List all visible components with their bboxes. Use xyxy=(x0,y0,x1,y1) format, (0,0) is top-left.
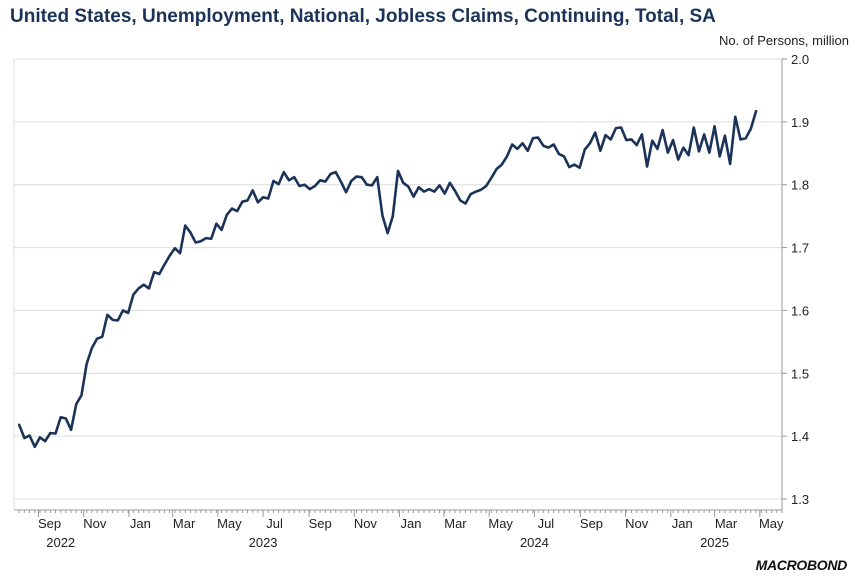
x-tick-label: Nov xyxy=(354,516,378,531)
x-year-label: 2022 xyxy=(46,535,75,550)
x-year-label: 2023 xyxy=(249,535,278,550)
x-tick-label: Sep xyxy=(309,516,332,531)
x-tick-label: Jan xyxy=(672,516,693,531)
x-year-label: 2025 xyxy=(700,535,729,550)
y-tick-label: 1.6 xyxy=(791,303,809,318)
y-axis: 1.3 1.4 1.5 1.6 1.7 1.8 1.9 2.0 xyxy=(781,52,809,510)
x-tick-label: May xyxy=(759,516,784,531)
x-tick-label: Sep xyxy=(38,516,61,531)
x-tick-label: Jan xyxy=(400,516,421,531)
x-tick-label: Mar xyxy=(444,516,467,531)
x-tick-label: Mar xyxy=(715,516,738,531)
x-tick-label: Sep xyxy=(580,516,603,531)
macrobond-logo: MACROBOND xyxy=(755,557,848,573)
x-tick-label: Jan xyxy=(130,516,151,531)
series-line xyxy=(17,109,758,449)
y-tick-label: 1.9 xyxy=(791,115,809,130)
x-tick-label: May xyxy=(488,516,513,531)
x-axis: Sep Nov Jan Mar May Jul Sep Nov Jan Mar May Jul Sep N… xyxy=(14,509,784,550)
gridlines xyxy=(13,58,782,510)
y-axis-unit-label: No. of Persons, million xyxy=(718,33,849,48)
chart-title: United States, Unemployment, National, J… xyxy=(10,6,716,27)
x-tick-label: May xyxy=(217,516,242,531)
y-tick-label: 1.8 xyxy=(791,178,809,193)
x-tick-label: Nov xyxy=(83,516,107,531)
y-tick-label: 1.7 xyxy=(791,241,809,256)
x-tick-label: Jul xyxy=(266,516,283,531)
x-tick-label: Mar xyxy=(173,516,196,531)
y-tick-label: 1.3 xyxy=(791,492,809,507)
y-tick-label: 1.5 xyxy=(791,366,809,381)
x-tick-label: Jul xyxy=(538,516,555,531)
x-year-label: 2024 xyxy=(520,535,549,550)
y-tick-label: 1.4 xyxy=(791,429,809,444)
series-layer xyxy=(17,109,758,449)
y-tick-label: 2.0 xyxy=(791,52,809,67)
x-tick-label: Nov xyxy=(625,516,649,531)
